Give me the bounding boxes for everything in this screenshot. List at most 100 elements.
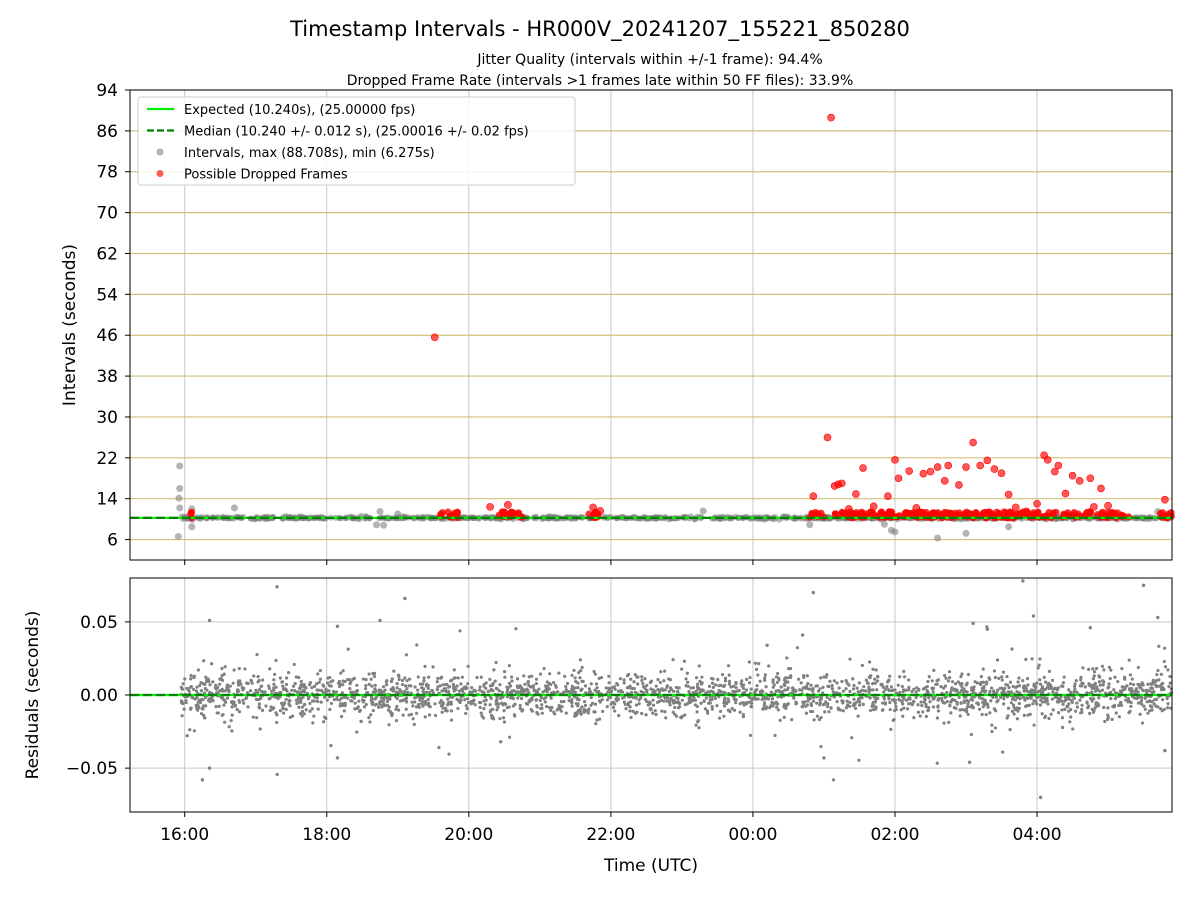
residual-point: [897, 697, 901, 701]
residual-point: [800, 705, 804, 709]
residual-point: [1022, 713, 1026, 717]
residual-point: [284, 707, 288, 711]
residual-point: [395, 696, 399, 701]
dropped-frame-point: [902, 508, 910, 516]
residual-point: [965, 698, 969, 703]
residual-point: [835, 681, 839, 685]
residual-point: [547, 687, 551, 691]
residual-point: [345, 678, 350, 682]
residual-point: [916, 710, 920, 714]
residuals-xtick-label: 16:00: [160, 825, 209, 845]
residual-point: [717, 684, 721, 688]
dropped-frame-point: [859, 464, 867, 472]
dropped-frame-point: [486, 503, 494, 511]
dropped-frame-point: [905, 467, 913, 475]
residual-point: [649, 687, 653, 691]
residual-point: [684, 684, 688, 688]
residual-point: [324, 689, 329, 693]
residual-point: [1001, 750, 1005, 754]
residual-point: [484, 681, 488, 685]
residual-point: [200, 707, 204, 711]
residual-point: [1136, 690, 1140, 694]
residual-point: [680, 667, 684, 671]
residual-point: [341, 669, 345, 673]
residual-point: [258, 727, 262, 731]
residuals-xtick-label: 22:00: [586, 825, 635, 845]
residual-outlier-point: [765, 643, 769, 647]
residual-point: [312, 684, 317, 688]
residual-point: [449, 718, 454, 722]
residual-point: [809, 709, 813, 714]
residual-point: [848, 657, 852, 661]
residual-point: [966, 672, 971, 677]
residual-point: [1123, 677, 1127, 681]
residual-point: [1107, 682, 1111, 686]
residual-point: [835, 700, 839, 704]
residual-point: [699, 682, 704, 686]
residual-point: [1091, 710, 1096, 714]
residual-point: [811, 689, 815, 693]
residual-point: [1079, 711, 1083, 715]
residual-point: [300, 705, 305, 709]
residual-point: [316, 688, 321, 692]
residual-point: [505, 706, 509, 710]
residual-point: [367, 716, 371, 720]
residual-point: [713, 696, 717, 701]
residual-point: [573, 676, 577, 680]
residual-point: [226, 685, 230, 689]
residual-point: [986, 703, 990, 707]
residual-point: [774, 675, 779, 679]
residual-point: [537, 687, 541, 691]
residual-point: [208, 700, 212, 704]
residual-point: [671, 658, 675, 662]
interval-outlier-point: [376, 507, 384, 515]
residual-point: [828, 697, 832, 702]
residual-point: [763, 673, 767, 677]
residual-point: [1136, 701, 1141, 705]
residual-point: [502, 709, 506, 713]
residual-point: [1060, 699, 1064, 703]
residual-point: [993, 675, 997, 680]
residual-point: [364, 678, 368, 682]
residual-point: [984, 682, 989, 686]
residual-point: [867, 685, 871, 689]
residual-point: [710, 707, 714, 711]
residual-point: [970, 688, 974, 692]
residual-point: [889, 685, 894, 689]
residual-point: [1140, 702, 1144, 706]
residual-point: [785, 676, 790, 680]
residual-point: [488, 703, 492, 707]
residual-point: [930, 686, 934, 690]
residual-point: [295, 690, 299, 694]
residual-point: [295, 701, 299, 706]
residual-point: [740, 684, 744, 688]
residual-point: [500, 701, 504, 705]
residual-point: [255, 653, 259, 657]
dropped-frame-point: [912, 504, 921, 512]
residual-point: [848, 689, 852, 693]
residual-point: [385, 683, 389, 687]
dropped-frame-point: [969, 438, 977, 447]
residual-point: [1121, 688, 1125, 692]
residual-point: [1102, 705, 1106, 710]
residual-point: [562, 699, 566, 704]
residual-point: [920, 703, 924, 708]
residual-point: [1150, 705, 1154, 709]
residual-point: [519, 696, 524, 701]
figure-title: Timestamp Intervals - HR000V_20241207_15…: [289, 17, 910, 42]
residual-point: [707, 684, 712, 688]
dropped-frame-point: [869, 502, 878, 511]
residual-point: [857, 703, 862, 707]
residual-point: [844, 687, 848, 691]
residual-point: [754, 667, 759, 671]
residual-point: [1067, 697, 1071, 701]
residual-point: [1067, 688, 1071, 692]
residual-outlier-point: [967, 760, 972, 764]
residual-point: [689, 698, 694, 702]
dropped-frame-point: [439, 509, 447, 517]
residual-point: [218, 682, 222, 686]
residual-point: [771, 678, 775, 682]
residual-point: [549, 708, 553, 712]
residual-point: [455, 684, 459, 688]
residual-point: [943, 673, 947, 678]
